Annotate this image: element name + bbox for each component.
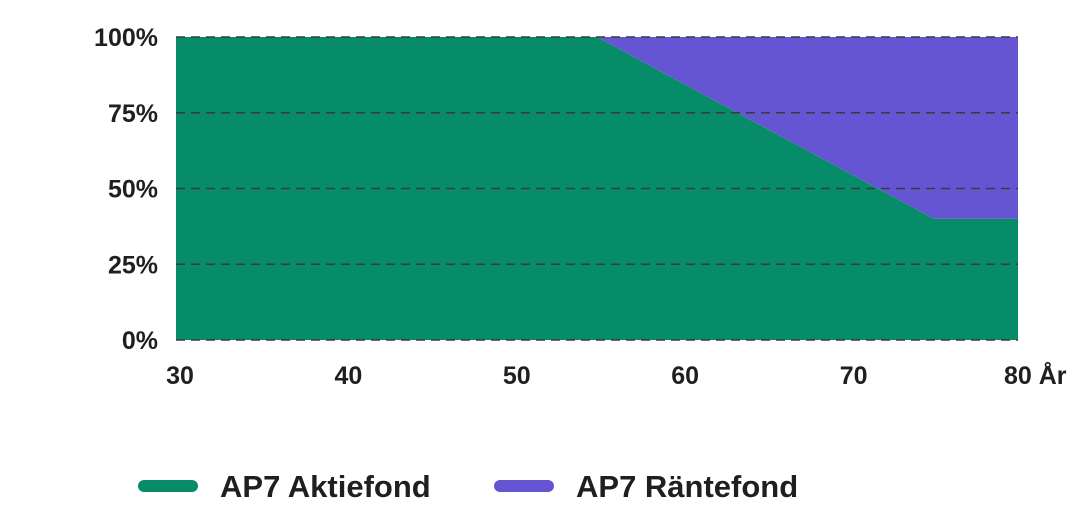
area-ap7-rantefond — [176, 37, 1018, 219]
y-tick-label: 25% — [108, 251, 158, 279]
x-axis: 30 40 50 60 70 80 År — [166, 361, 1067, 390]
legend-label: AP7 Aktiefond — [220, 469, 431, 504]
legend-swatch — [138, 480, 198, 492]
grid-layer — [176, 36, 1018, 341]
y-axis: 0% 25% 50% 75% 100% — [94, 24, 158, 355]
x-tick-label: 60 — [671, 362, 699, 390]
x-tick-label: 70 — [840, 362, 868, 390]
legend-label: AP7 Räntefond — [576, 469, 798, 504]
x-tick-label: 80 År — [1004, 361, 1067, 390]
x-tick-label: 50 — [503, 362, 531, 390]
y-tick-label: 50% — [108, 176, 158, 204]
x-tick-label: 30 — [166, 362, 194, 390]
y-tick-label: 75% — [108, 100, 158, 128]
legend-item-ap7-aktiefond: AP7 Aktiefond — [138, 469, 431, 504]
legend-swatch — [494, 480, 554, 492]
legend: AP7 Aktiefond AP7 Räntefond — [138, 469, 798, 504]
x-tick-label: 40 — [334, 362, 362, 390]
legend-item-ap7-rantefond: AP7 Räntefond — [494, 469, 798, 504]
y-tick-label: 0% — [122, 327, 158, 355]
y-tick-label: 100% — [94, 24, 158, 52]
